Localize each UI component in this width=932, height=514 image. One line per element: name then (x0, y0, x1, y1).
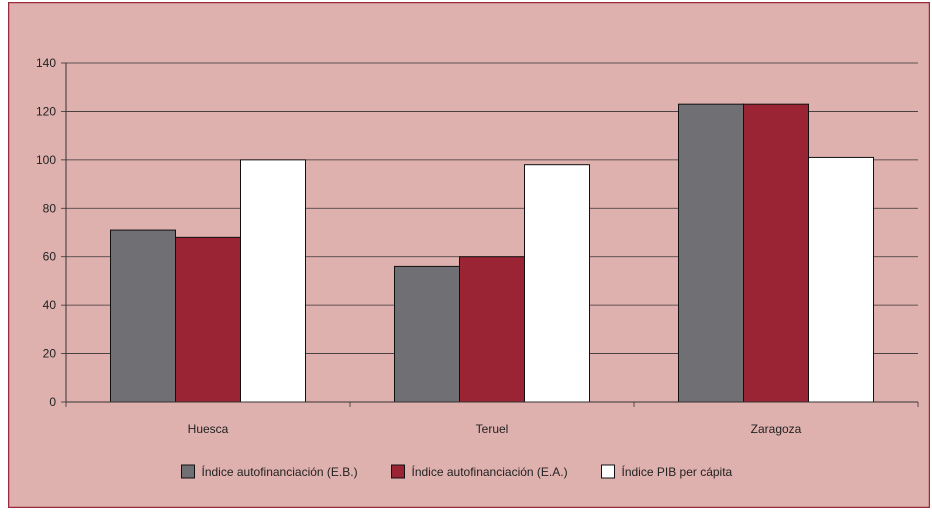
bars (110, 103, 874, 403)
x-category-label: Huesca (188, 422, 229, 436)
x-category-label: Zaragoza (751, 422, 802, 436)
bar-teruel-series-1 (394, 265, 460, 403)
y-tick-label: 100 (36, 153, 56, 167)
legend-label: Índice autofinanciación (E.A.) (412, 464, 568, 479)
bar-chart: 0 20 40 60 80 100 120 140 Huesca Teruel Zaragoza Í… (7, 1, 931, 509)
legend-label: Índice autofinanciación (E.B.) (202, 464, 358, 479)
bar-huesca-series-3 (240, 159, 306, 403)
chart-frame: 0 20 40 60 80 100 120 140 Huesca Teruel Zaragoza Í… (7, 1, 931, 509)
bar-zaragoza-series-1 (678, 103, 744, 403)
bar-zaragoza-series-2 (743, 103, 809, 403)
legend: Índice autofinanciación (E.B.) Índice aut… (181, 464, 733, 479)
legend-label: Índice PIB per cápita (622, 464, 733, 479)
y-tick-label: 80 (43, 201, 57, 215)
bar-teruel-series-2 (459, 256, 525, 403)
axes: 0 20 40 60 80 100 120 140 Huesca Teruel Zaragoza (36, 56, 919, 436)
legend-swatch (181, 464, 195, 479)
y-tick-label: 60 (43, 250, 57, 264)
y-tick-label: 140 (36, 56, 56, 70)
legend-swatch (391, 464, 405, 479)
y-tick-label: 20 (43, 347, 57, 361)
bar-huesca-series-2 (175, 236, 241, 403)
y-tick-label: 40 (43, 298, 57, 312)
x-category-label: Teruel (476, 422, 509, 436)
bar-huesca-series-1 (110, 229, 176, 403)
legend-swatch (601, 464, 615, 479)
bar-zaragoza-series-3 (808, 156, 874, 403)
y-tick-label: 0 (49, 395, 56, 409)
y-tick-label: 120 (36, 104, 56, 118)
bar-teruel-series-3 (524, 164, 590, 403)
